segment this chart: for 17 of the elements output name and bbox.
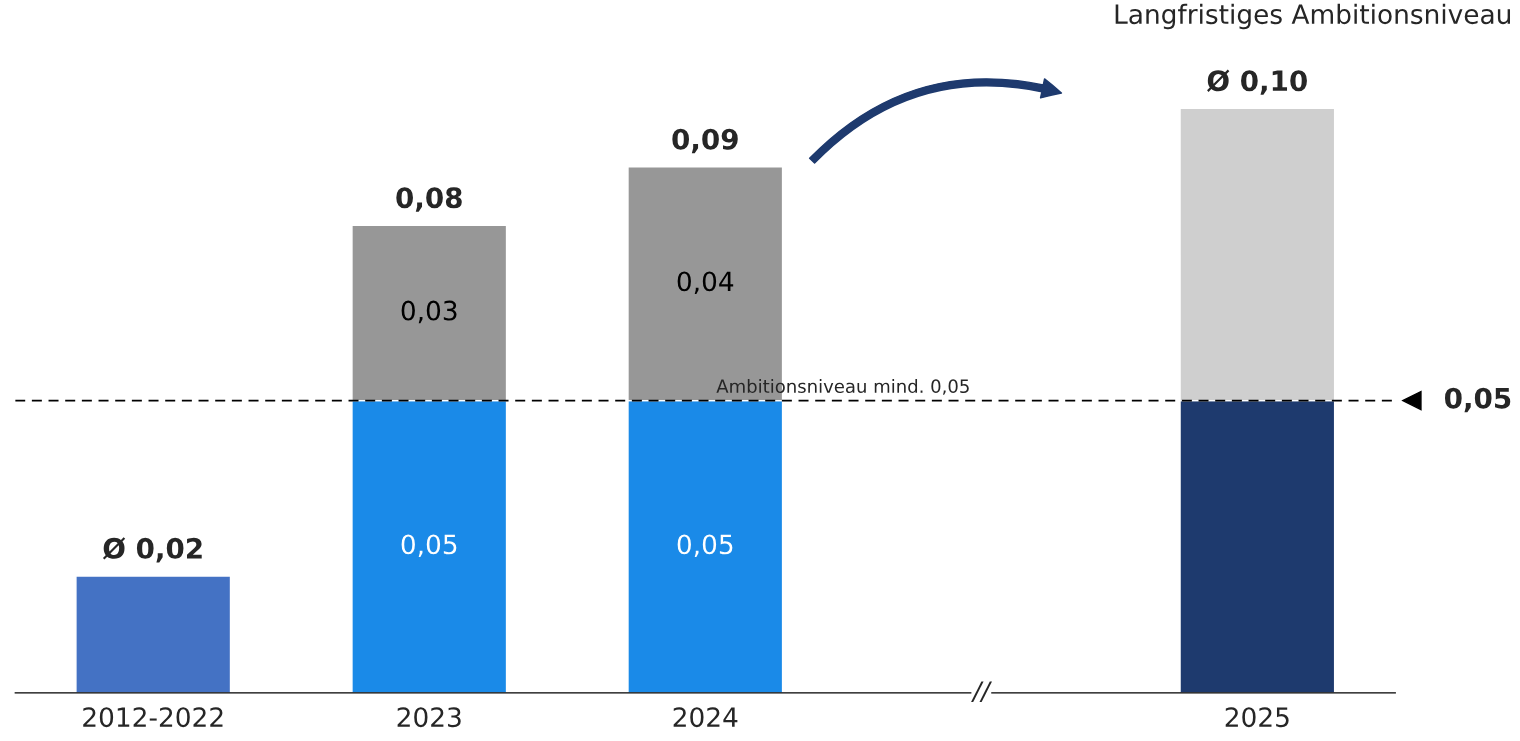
- text: Langfristiges Ambitionsniveau: [1115, 3, 1511, 30]
- x-tick-label: 2025: [1225, 707, 1289, 728]
- ref-line-label: Ambitionsniveau mind. 0,05: [716, 379, 969, 395]
- x-tick-label: 2023: [397, 707, 461, 728]
- total-label: 0,08: [396, 187, 462, 212]
- data-label: 0,04: [677, 271, 734, 295]
- total-label: Ø 0,02: [102, 537, 202, 563]
- data-label: 0,03: [401, 300, 457, 324]
- total-label: Ø 0,10: [1207, 69, 1307, 95]
- total-label: 0,09: [672, 128, 738, 154]
- text: 0,05: [1444, 387, 1511, 413]
- x-tick-label: 2024: [673, 707, 738, 728]
- data-label: 0,05: [677, 534, 733, 558]
- data-label: 0,05: [401, 534, 457, 558]
- bar: [75, 575, 232, 693]
- x-tick-label: 2012-2022: [83, 707, 223, 728]
- annotation: //: [971, 681, 992, 703]
